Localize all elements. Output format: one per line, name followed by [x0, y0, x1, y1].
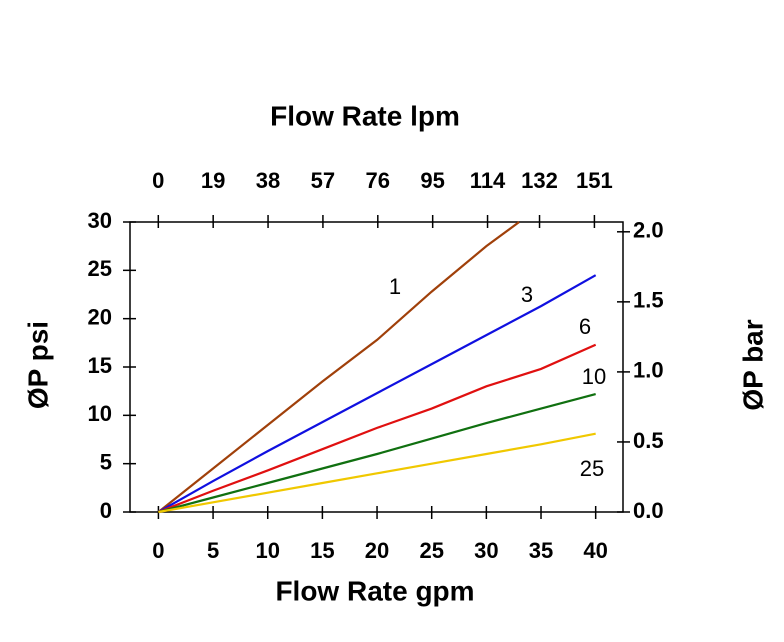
y-tick-label: 30: [88, 208, 112, 233]
series-label: 10: [582, 364, 606, 389]
x2-tick-label: 19: [201, 168, 225, 193]
x2-tick-label: 57: [311, 168, 335, 193]
x-tick-label: 30: [474, 538, 498, 563]
x2-tick-label: 38: [256, 168, 280, 193]
y-tick-label: 10: [88, 401, 112, 426]
y-tick-label: 20: [88, 304, 112, 329]
x2-axis-title: Flow Rate lpm: [270, 100, 460, 131]
y2-tick-label: 2.0: [633, 218, 664, 243]
y2-tick-label: 1.5: [633, 288, 664, 313]
series-line: [157, 221, 520, 513]
series-line: [158, 393, 596, 514]
y2-axis-title: ØP bar: [737, 319, 768, 410]
y-tick-label: 25: [88, 256, 112, 281]
series-label: 6: [579, 314, 591, 339]
x-tick-label: 15: [310, 538, 334, 563]
y-tick-label: 15: [88, 353, 112, 378]
x2-tick-label: 95: [420, 168, 444, 193]
x2-tick-label: 114: [470, 168, 506, 193]
x-tick-label: 20: [365, 538, 389, 563]
series-line: [157, 274, 597, 513]
series-line: [158, 343, 597, 514]
series-label: 25: [580, 456, 604, 481]
y-tick-label: 0: [100, 498, 112, 523]
x-tick-label: 0: [152, 538, 164, 563]
x-axis-title: Flow Rate gpm: [275, 575, 474, 606]
series-line: [158, 432, 596, 514]
y-tick-label: 5: [100, 449, 112, 474]
y2-tick-label: 0.5: [633, 428, 664, 453]
plot-frame: [129, 221, 624, 513]
x-tick-label: 35: [529, 538, 553, 563]
y2-tick-label: 1.0: [633, 358, 664, 383]
x2-tick-label: 0: [152, 168, 164, 193]
y2-tick-label: 0.0: [633, 498, 664, 523]
x2-tick-label: 132: [521, 168, 558, 193]
x-tick-label: 5: [207, 538, 219, 563]
x-tick-label: 10: [255, 538, 279, 563]
x2-tick-label: 76: [366, 168, 390, 193]
x-tick-label: 25: [419, 538, 443, 563]
x2-tick-label: 151: [576, 168, 613, 193]
x-tick-label: 40: [583, 538, 607, 563]
y-axis-title: ØP psi: [22, 321, 53, 409]
series-label: 3: [521, 282, 533, 307]
series-label: 1: [389, 274, 401, 299]
